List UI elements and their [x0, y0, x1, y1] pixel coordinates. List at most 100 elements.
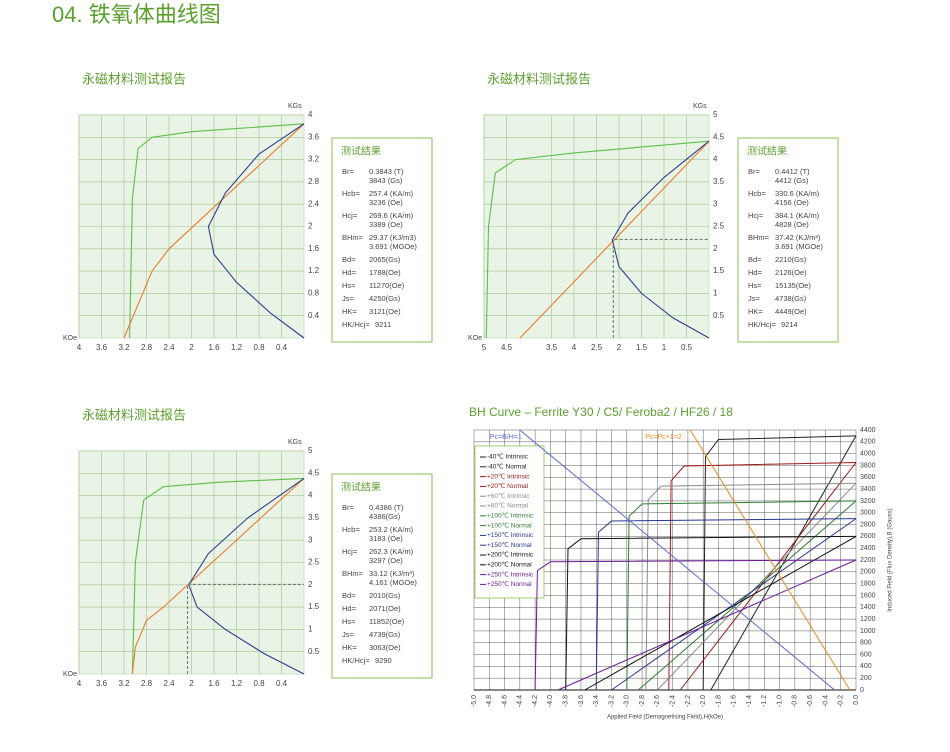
- result-label: Hcj=: [342, 547, 358, 556]
- y-tick-label: 2200: [860, 557, 876, 564]
- result-value: 269.6 (KA/m): [369, 211, 414, 220]
- curve: [679, 462, 857, 691]
- result-label: Bd=: [342, 591, 356, 600]
- y-tick-label: 1200: [860, 616, 876, 623]
- result-label: HK/Hcj=: [342, 656, 370, 665]
- legend-label: +20℃ Intrinsic: [487, 472, 530, 480]
- y-tick-label: 1800: [860, 580, 876, 587]
- x-tick-label: -4.2: [532, 695, 539, 707]
- result-value: 2065(Gs): [369, 255, 401, 264]
- y-tick-label: 1600: [860, 592, 876, 599]
- curve: [565, 535, 857, 691]
- x-tick-label: -4.0: [547, 695, 554, 707]
- chart-title: 永磁材料测试报告: [82, 407, 186, 422]
- y-tick-label: 5: [308, 446, 313, 455]
- curve: [534, 559, 857, 691]
- result-label: HK/Hcj=: [342, 320, 370, 329]
- result-value: 4739(Gs): [369, 630, 401, 639]
- y-tick-label: 1.5: [713, 266, 725, 275]
- legend-label: +150℃ Normal: [487, 541, 532, 549]
- result-label: Js=: [748, 294, 761, 303]
- x-tick-label: -0.8: [792, 695, 799, 707]
- result-label: Hcj=: [342, 211, 358, 220]
- legend-label: +60℃ Normal: [487, 502, 529, 510]
- x-tick-label: -5.0: [471, 695, 478, 707]
- x-tick-label: -2.4: [669, 695, 676, 707]
- y-tick-label: 2400: [860, 545, 876, 552]
- y-tick-label: 1.6: [308, 244, 320, 253]
- legend-label: +250℃ Normal: [487, 580, 532, 588]
- result-value: 3.691 (MGOe): [775, 242, 823, 251]
- result-value: 3843 (Gs): [369, 176, 403, 185]
- result-value: 2210(Gs): [775, 255, 807, 264]
- curve: [710, 435, 857, 691]
- result-value: 262.3 (KA/m): [369, 547, 414, 556]
- y-tick-label: 4.5: [713, 132, 725, 141]
- y-tick-label: 3.2: [308, 155, 320, 164]
- line-label: Pc=B/H=1: [490, 434, 522, 441]
- x-tick-label: 1.5: [636, 343, 648, 352]
- result-label: Hcb=: [342, 525, 360, 534]
- x-tick-label: -1.0: [776, 695, 783, 707]
- y-axis-label: KGs: [693, 103, 707, 110]
- y-tick-label: 3.5: [308, 513, 320, 522]
- x-tick-label: 2.4: [163, 343, 175, 352]
- result-value: 0.3843 (T): [369, 167, 404, 176]
- x-tick-label: -1.8: [715, 695, 722, 707]
- x-tick-label: 1.6: [208, 343, 220, 352]
- result-value: 33.12 (KJ/m³): [369, 569, 415, 578]
- curve: [131, 477, 305, 675]
- y-tick-label: 2.5: [308, 558, 320, 567]
- x-tick-label: 0.8: [253, 343, 265, 352]
- x-tick-label: 2.8: [141, 343, 153, 352]
- x-axis-label: Applied Field (Demagnetising Field),H(kO…: [607, 715, 723, 721]
- legend-label: +200℃ Normal: [487, 561, 532, 569]
- result-label: Hcb=: [342, 189, 360, 198]
- curve: [207, 123, 305, 339]
- legend-label: +200℃ Intrinsic: [487, 551, 534, 559]
- y-axis-label: KGs: [288, 439, 302, 446]
- result-value: 4828 (Oe): [775, 220, 809, 229]
- curve: [611, 518, 857, 691]
- y-axis-label: KGs: [288, 103, 302, 110]
- x-tick-label: 1: [662, 343, 667, 352]
- result-label: Bd=: [342, 255, 356, 264]
- y-tick-label: 0.4: [308, 311, 320, 320]
- result-value: 15135(Oe): [775, 281, 811, 290]
- x-tick-label: 4: [77, 343, 82, 352]
- result-label: Hs=: [748, 281, 762, 290]
- result-label: Br=: [342, 167, 355, 176]
- y-tick-label: 4: [713, 155, 718, 164]
- curve: [612, 238, 709, 338]
- y-tick-label: 0.5: [713, 311, 725, 320]
- x-tick-label: -3.6: [578, 695, 585, 707]
- y-tick-label: 400: [860, 663, 872, 670]
- result-value: 3297 (Oe): [369, 556, 403, 565]
- curve: [645, 482, 857, 691]
- y-tick-label: 2000: [860, 569, 876, 576]
- y-tick-label: 3.5: [713, 177, 725, 186]
- y-tick-label: 2.8: [308, 177, 320, 186]
- result-value: 9290: [375, 656, 392, 665]
- y-tick-label: 3000: [860, 510, 876, 517]
- curve: [188, 477, 305, 675]
- line-label: Pc=Pc+1=2: [645, 434, 681, 441]
- curve: [595, 518, 857, 691]
- y-tick-label: 1.5: [308, 602, 320, 611]
- x-tick-label: -1.6: [731, 695, 738, 707]
- x-tick-label: 0.4: [276, 343, 288, 352]
- y-tick-label: 3800: [860, 462, 876, 469]
- curve: [668, 462, 857, 691]
- y-tick-label: 1: [308, 625, 313, 634]
- curve: [186, 583, 304, 674]
- curve: [689, 429, 851, 691]
- x-tick-label: -1.4: [746, 695, 753, 707]
- result-value: 9214: [781, 320, 798, 329]
- result-value: 4449(Oe): [775, 307, 807, 316]
- x-tick-label: -3.2: [608, 695, 615, 707]
- legend-label: +20℃ Normal: [487, 482, 529, 490]
- curve: [131, 477, 305, 675]
- result-value: 9211: [375, 320, 391, 329]
